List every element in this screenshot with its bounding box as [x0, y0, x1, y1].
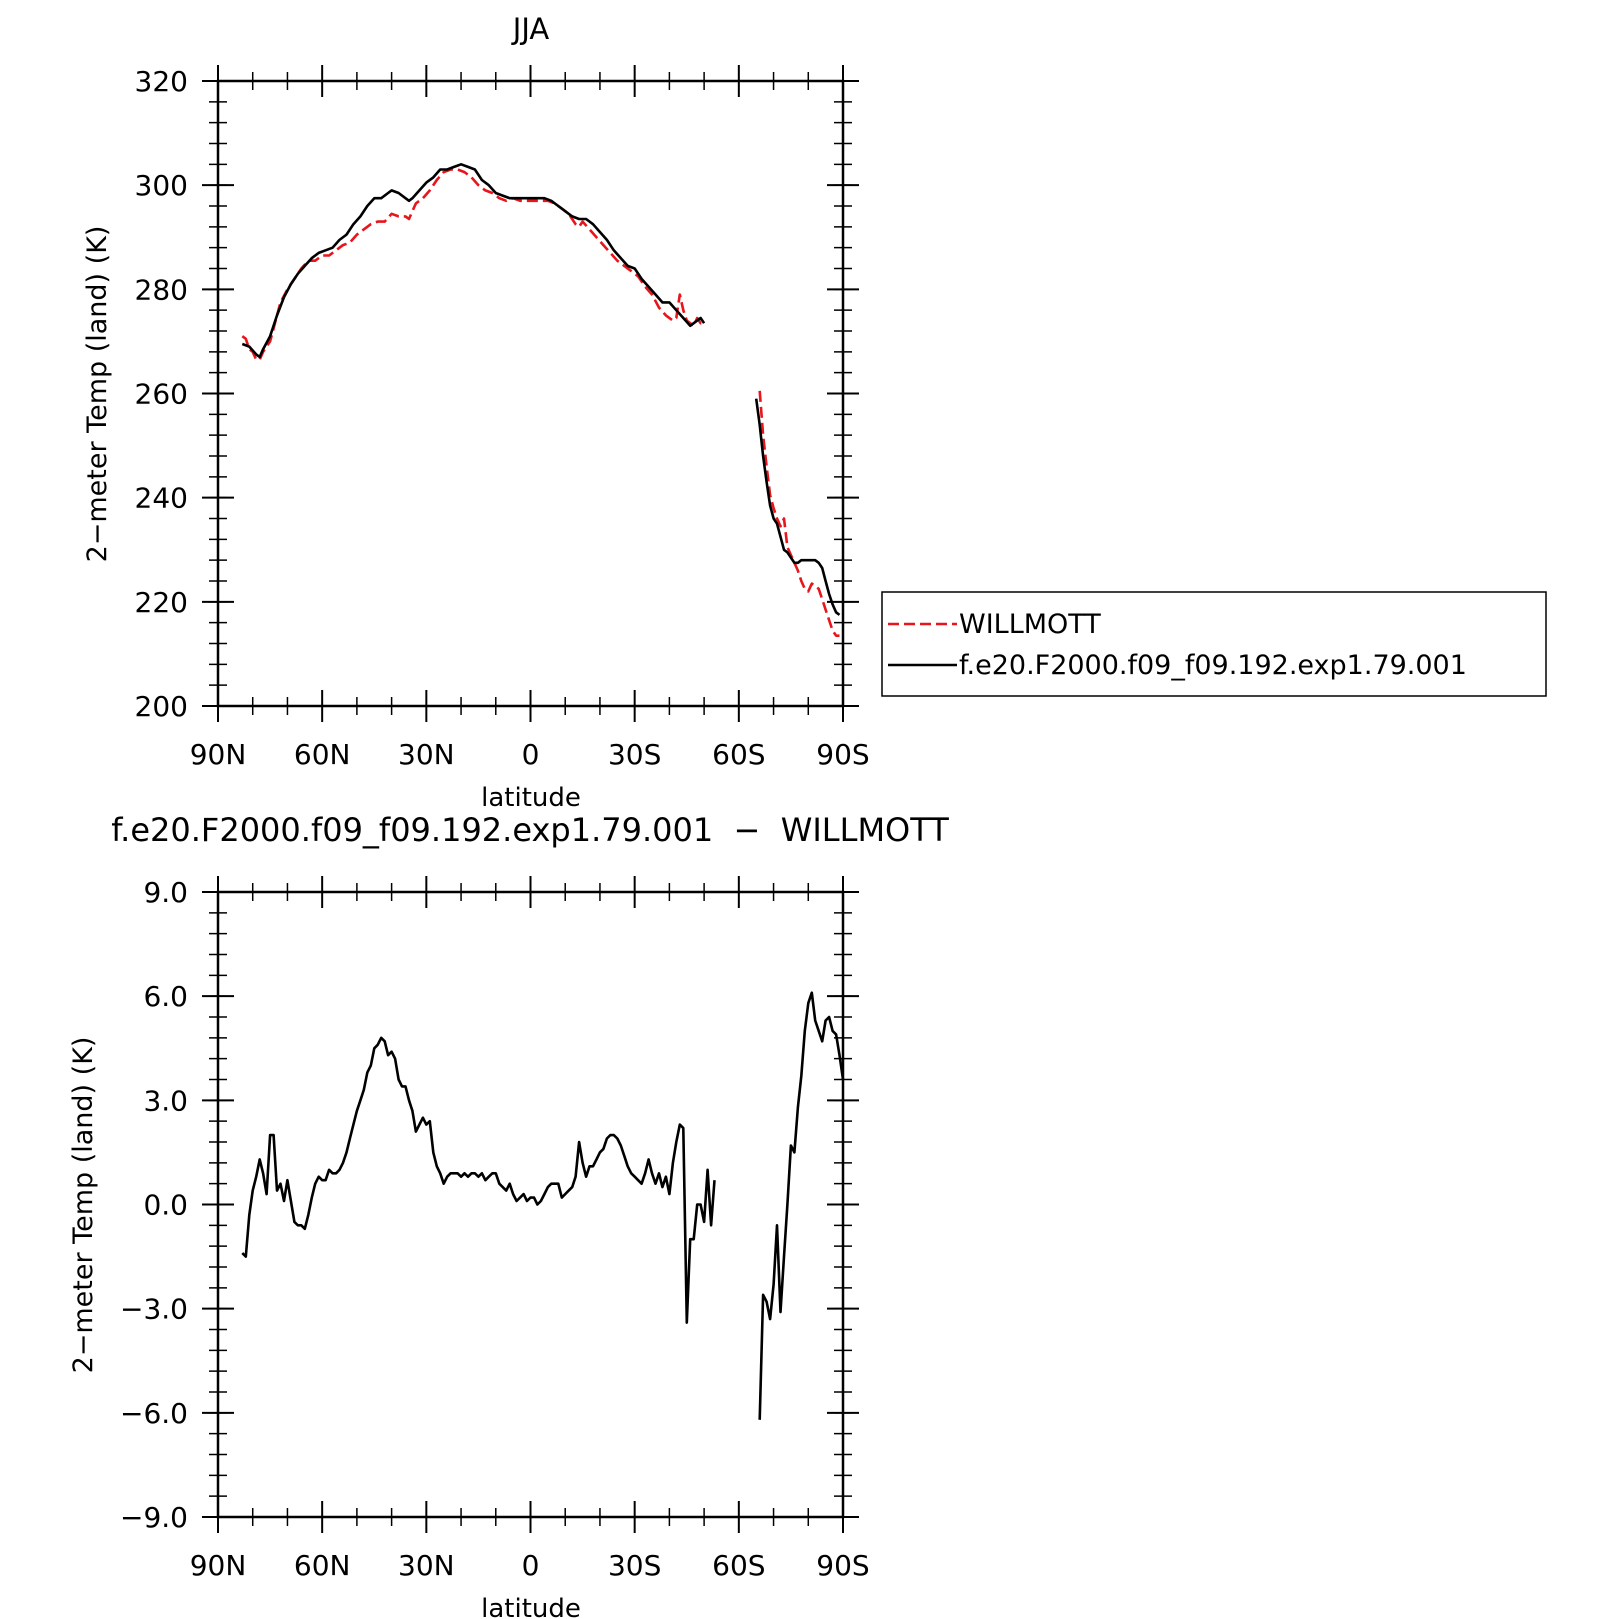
- y-tick-label: 240: [135, 482, 188, 515]
- x-tick-label: 30N: [398, 1549, 455, 1582]
- x-tick-label: 0: [522, 738, 540, 771]
- top-x-axis-label: latitude: [481, 783, 581, 813]
- series-line-0: [241, 1036, 716, 1324]
- y-tick-label: 220: [135, 586, 188, 619]
- legend-label-model: f.e20.F2000.f09_f09.192.exp1.79.001: [959, 650, 1467, 681]
- top-chart-panel: JJA 200 220 240 260 280 300 320 90N 60N 30N 0 30S 6…: [82, 12, 870, 813]
- series-line-0: [241, 168, 705, 361]
- top-data-lines: [241, 163, 841, 637]
- y-tick-label: 280: [135, 273, 188, 306]
- top-y-axis-label: 2−meter Temp (land) (K): [82, 226, 113, 563]
- y-tick-label: −6.0: [120, 1397, 188, 1430]
- y-tick-label: 6.0: [143, 980, 188, 1013]
- series-line-0: [758, 991, 845, 1420]
- x-tick-label: 60N: [294, 738, 351, 771]
- x-tick-label: 60S: [712, 1549, 765, 1582]
- x-tick-label: 90N: [190, 738, 247, 771]
- top-x-tick-labels: 90N 60N 30N 0 30S 60S 90S: [190, 738, 870, 771]
- y-tick-label: 200: [135, 690, 188, 723]
- y-tick-label: 0.0: [143, 1189, 188, 1222]
- legend: WILLMOTT f.e20.F2000.f09_f09.192.exp1.79…: [881, 591, 1547, 697]
- x-tick-label: 60N: [294, 1549, 351, 1582]
- series-line-1: [754, 398, 841, 616]
- x-tick-label: 90N: [190, 1549, 247, 1582]
- y-tick-label: 300: [135, 169, 188, 202]
- bottom-x-tick-labels: 90N 60N 30N 0 30S 60S 90S: [190, 1549, 870, 1582]
- legend-label-willmott: WILLMOTT: [959, 609, 1101, 640]
- bottom-y-tick-labels: −9.0 −6.0 −3.0 0.0 3.0 6.0 9.0: [120, 876, 188, 1534]
- y-tick-label: 3.0: [143, 1084, 188, 1117]
- y-tick-label: −3.0: [120, 1293, 188, 1326]
- y-tick-label: 9.0: [143, 876, 188, 909]
- bottom-chart-panel: f.e20.F2000.f09_f09.192.exp1.79.001 − WI…: [68, 811, 949, 1619]
- bottom-tick-marks: [202, 876, 859, 1533]
- y-tick-label: −9.0: [120, 1501, 188, 1534]
- bottom-x-axis-label: latitude: [481, 1594, 581, 1619]
- y-tick-label: 260: [135, 378, 188, 411]
- x-tick-label: 90S: [816, 1549, 869, 1582]
- x-tick-label: 30S: [608, 1549, 661, 1582]
- bottom-plot-frame: [216, 890, 845, 1519]
- legend-box: [881, 591, 1547, 697]
- bottom-data-lines: [241, 991, 845, 1420]
- top-plot-frame: [216, 79, 845, 708]
- series-line-0: [758, 390, 840, 637]
- bottom-y-axis-label: 2−meter Temp (land) (K): [68, 1037, 99, 1374]
- x-tick-label: 90S: [816, 738, 869, 771]
- x-tick-label: 0: [522, 1549, 540, 1582]
- top-chart-title: JJA: [511, 12, 550, 46]
- x-tick-label: 30N: [398, 738, 455, 771]
- bottom-chart-title: f.e20.F2000.f09_f09.192.exp1.79.001 − WI…: [111, 811, 949, 849]
- top-y-tick-labels: 200 220 240 260 280 300 320: [135, 65, 188, 723]
- y-tick-label: 320: [135, 65, 188, 98]
- series-line-1: [241, 163, 706, 359]
- x-tick-label: 30S: [608, 738, 661, 771]
- x-tick-label: 60S: [712, 738, 765, 771]
